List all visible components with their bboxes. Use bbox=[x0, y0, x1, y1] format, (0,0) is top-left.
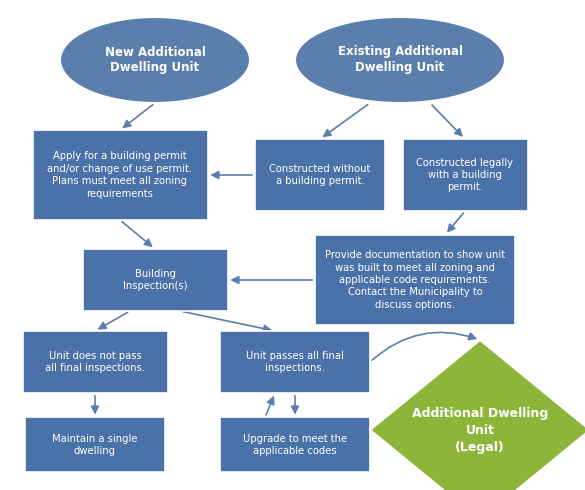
Text: Constructed without
a building permit.: Constructed without a building permit. bbox=[269, 164, 371, 186]
FancyBboxPatch shape bbox=[220, 417, 370, 472]
FancyBboxPatch shape bbox=[220, 331, 370, 393]
Text: Constructed legally
with a building
permit.: Constructed legally with a building perm… bbox=[417, 158, 514, 193]
Text: New Additional
Dwelling Unit: New Additional Dwelling Unit bbox=[105, 46, 205, 74]
Text: Unit passes all final
inspections.: Unit passes all final inspections. bbox=[246, 351, 344, 373]
Text: Existing Additional
Dwelling Unit: Existing Additional Dwelling Unit bbox=[338, 46, 463, 74]
Text: Upgrade to meet the
applicable codes: Upgrade to meet the applicable codes bbox=[243, 434, 347, 456]
Ellipse shape bbox=[60, 17, 250, 103]
Text: Unit does not pass
all final inspections.: Unit does not pass all final inspections… bbox=[45, 351, 145, 373]
FancyBboxPatch shape bbox=[33, 130, 208, 220]
Ellipse shape bbox=[295, 17, 505, 103]
FancyBboxPatch shape bbox=[82, 249, 228, 311]
Text: Apply for a building permit
and/or change of use permit.
Plans must meet all zon: Apply for a building permit and/or chang… bbox=[47, 151, 192, 198]
Text: Provide documentation to show unit
was built to meet all zoning and
applicable c: Provide documentation to show unit was b… bbox=[325, 250, 505, 310]
Polygon shape bbox=[370, 340, 585, 490]
FancyBboxPatch shape bbox=[25, 417, 165, 472]
FancyBboxPatch shape bbox=[402, 139, 528, 211]
FancyBboxPatch shape bbox=[255, 139, 385, 211]
Text: Additional Dwelling
Unit
(Legal): Additional Dwelling Unit (Legal) bbox=[412, 407, 548, 454]
FancyBboxPatch shape bbox=[22, 331, 167, 393]
Text: Maintain a single
dwelling: Maintain a single dwelling bbox=[52, 434, 137, 456]
FancyBboxPatch shape bbox=[315, 235, 515, 325]
Text: Building
Inspection(s): Building Inspection(s) bbox=[123, 269, 187, 291]
